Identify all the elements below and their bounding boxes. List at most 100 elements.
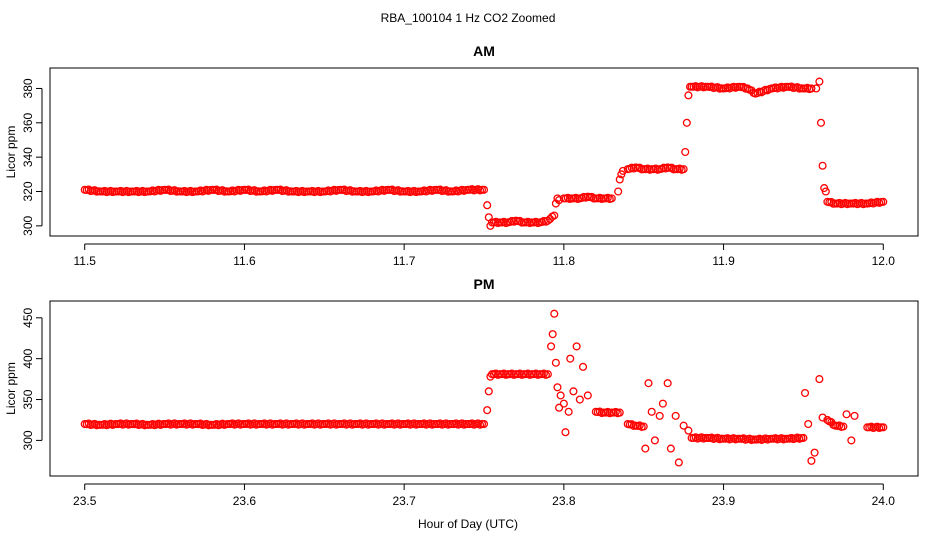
am-data-point xyxy=(84,185,93,194)
pm-data-point xyxy=(116,419,125,428)
am-y-tick-label: 300 xyxy=(21,216,35,236)
pm-data-point xyxy=(777,434,786,443)
pm-data-point xyxy=(684,426,693,435)
am-plot-frame xyxy=(49,67,919,237)
pm-data-point xyxy=(426,419,435,428)
pm-data-point xyxy=(507,369,516,378)
pm-data-point xyxy=(550,309,559,318)
am-data-point xyxy=(543,216,552,225)
pm-data-point xyxy=(180,419,189,428)
pm-data-point xyxy=(615,408,624,417)
pm-series xyxy=(80,309,888,467)
pm-data-point xyxy=(810,448,819,457)
am-x-tick-label: 11.8 xyxy=(553,254,576,268)
am-data-point xyxy=(818,161,827,170)
pm-y-tick-label: 450 xyxy=(21,307,35,327)
pm-data-point xyxy=(611,407,620,417)
pm-data-point xyxy=(483,406,492,415)
pm-data-point xyxy=(639,422,648,431)
am-x-tick-label: 11.6 xyxy=(233,254,256,268)
pm-data-point xyxy=(572,342,581,351)
am-data-point xyxy=(812,84,821,93)
am-data-point xyxy=(682,118,691,127)
am-data-point xyxy=(436,185,445,194)
pm-data-point xyxy=(410,419,419,428)
pm-data-point xyxy=(818,413,827,422)
pm-data-point xyxy=(807,456,816,465)
pm-data-point xyxy=(484,387,493,396)
pm-data-point xyxy=(499,369,509,378)
am-x-tick-label: 12.0 xyxy=(872,254,896,268)
pm-y-axis-label: Licor ppm xyxy=(4,362,18,415)
pm-data-point xyxy=(356,419,365,428)
pm-x-tick-label: 23.9 xyxy=(712,494,736,508)
pm-data-point xyxy=(308,419,317,428)
pm-data-point xyxy=(551,358,560,367)
pm-data-point xyxy=(186,419,195,428)
pm-plot-frame xyxy=(49,300,919,477)
pm-data-point xyxy=(442,419,451,428)
pm-data-point xyxy=(523,369,532,378)
pm-data-point xyxy=(559,399,568,408)
pm-y-tick-label: 300 xyxy=(21,430,35,450)
pm-data-point xyxy=(292,419,301,428)
pm-data-point xyxy=(420,419,429,428)
am-panel: AM 11.5 11.6 11.7 11.8 11.9 12.0 300 320 340 360 38… xyxy=(4,43,919,268)
am-data-point xyxy=(479,185,489,194)
am-data-point xyxy=(707,82,716,91)
pm-data-point xyxy=(84,419,93,428)
pm-data-point xyxy=(266,419,275,428)
pm-data-point xyxy=(491,369,501,378)
pm-data-point xyxy=(644,379,653,388)
am-data-point xyxy=(615,175,624,184)
am-x-tick-label: 11.5 xyxy=(73,254,96,268)
pm-data-point xyxy=(666,444,675,453)
pm-data-point xyxy=(729,434,738,443)
pm-data-point xyxy=(138,419,147,428)
pm-data-point xyxy=(394,419,403,428)
pm-x-tick-label: 23.8 xyxy=(552,494,576,508)
pm-data-point xyxy=(548,330,557,339)
am-data-point xyxy=(684,91,693,100)
pm-data-point xyxy=(697,433,706,442)
am-y-tick-label: 360 xyxy=(21,112,35,132)
pm-data-point xyxy=(799,433,808,442)
pm-data-point xyxy=(324,419,333,428)
pm-data-point xyxy=(244,419,253,428)
pm-data-point xyxy=(663,379,672,388)
pm-x-tick-label: 23.6 xyxy=(233,494,257,508)
am-data-point xyxy=(164,185,173,194)
pm-data-point xyxy=(655,411,664,420)
pm-x-tick-label: 23.5 xyxy=(73,494,97,508)
pm-data-point xyxy=(452,419,461,428)
pm-data-point xyxy=(202,419,211,428)
am-y-axis-label: Licor ppm xyxy=(4,126,18,179)
pm-data-point xyxy=(404,419,413,428)
pm-data-point xyxy=(457,419,467,428)
pm-data-point xyxy=(873,422,882,431)
pm-data-point xyxy=(556,391,565,400)
pm-data-point xyxy=(578,362,588,371)
pm-data-point xyxy=(330,419,339,428)
am-data-point xyxy=(244,185,253,194)
pm-data-point xyxy=(671,411,680,420)
pm-data-point xyxy=(388,419,397,428)
figure-x-axis-label: Hour of Day (UTC) xyxy=(418,517,518,531)
pm-data-point xyxy=(282,419,291,428)
pm-data-point xyxy=(479,420,489,429)
am-data-point xyxy=(681,147,690,157)
pm-x-tick-label: 24.0 xyxy=(872,494,896,508)
pm-data-point xyxy=(679,421,688,430)
pm-data-point xyxy=(122,419,131,428)
pm-data-point xyxy=(815,375,824,384)
pm-data-point xyxy=(847,436,856,445)
pm-y-tick-label: 400 xyxy=(21,348,35,368)
pm-data-point xyxy=(531,369,540,378)
pm-data-point xyxy=(691,433,700,442)
am-y-tick-label: 320 xyxy=(21,181,35,201)
am-y-tick-label: 340 xyxy=(21,147,35,167)
pm-data-point xyxy=(867,422,876,431)
am-y-tick-label: 380 xyxy=(21,78,35,98)
pm-data-point xyxy=(340,419,349,428)
